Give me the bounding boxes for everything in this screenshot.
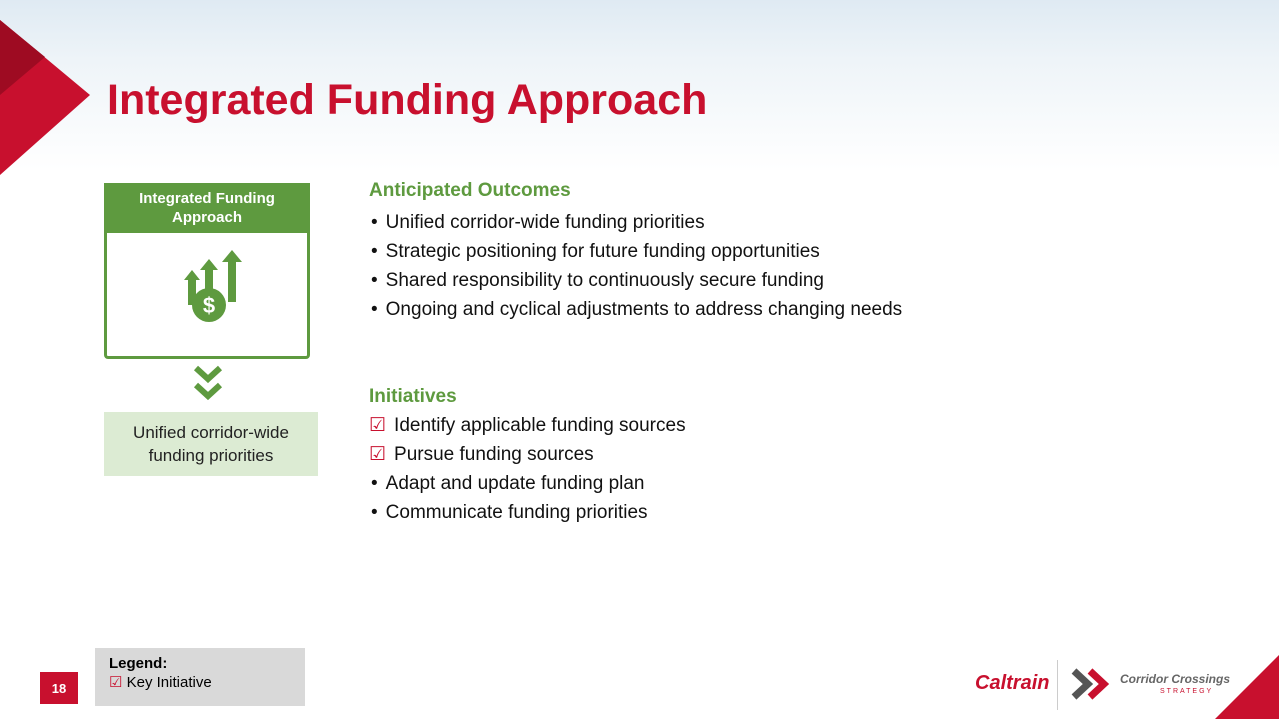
list-item: Shared responsibility to continuously se…	[369, 266, 902, 295]
page-number: 18	[40, 672, 78, 704]
list: Identify applicable funding sourcesPursu…	[369, 411, 686, 527]
initiatives: Initiatives Identify applicable funding …	[369, 386, 686, 527]
logo-chevrons	[1071, 668, 1110, 700]
list-item: Strategic positioning for future funding…	[369, 237, 902, 266]
legend-text: Key Initiative	[126, 674, 212, 691]
list-item: Adapt and update funding plan	[369, 469, 686, 498]
title: Integrated Funding Approach	[107, 76, 708, 124]
outcomes: Anticipated Outcomes Unified corridor-wi…	[369, 180, 902, 324]
corner-arrow	[0, 20, 90, 175]
svg-text:$: $	[203, 293, 215, 318]
corner-triangle	[1215, 655, 1279, 719]
legend-item: ☑ Key Initiative	[109, 674, 212, 691]
list-item: Ongoing and cyclical adjustments to addr…	[369, 295, 903, 324]
heading: Initiatives	[369, 386, 457, 407]
box-title: Integrated Funding Approach	[104, 183, 310, 233]
logo-caltrain: Caltrain	[975, 672, 1050, 694]
list-item: Pursue funding sources	[369, 440, 686, 469]
box-result: Unified corridor-wide funding priorities	[104, 412, 318, 476]
logo-strategy: STRATEGY	[1160, 688, 1214, 695]
list: Unified corridor-wide funding priorities…	[369, 208, 903, 324]
list-item: Communicate funding priorities	[369, 498, 686, 527]
list-item: Identify applicable funding sources	[369, 411, 686, 440]
money-icon: $	[184, 250, 242, 322]
divider	[1057, 660, 1058, 710]
chevrons	[193, 365, 223, 401]
list-item: Unified corridor-wide funding priorities	[369, 208, 902, 237]
legend: Legend: ☑ Key Initiative	[95, 648, 305, 706]
logo-corridor: Corridor Crossings	[1120, 672, 1231, 686]
legend-title: Legend:	[109, 655, 168, 672]
heading: Anticipated Outcomes	[369, 180, 571, 201]
